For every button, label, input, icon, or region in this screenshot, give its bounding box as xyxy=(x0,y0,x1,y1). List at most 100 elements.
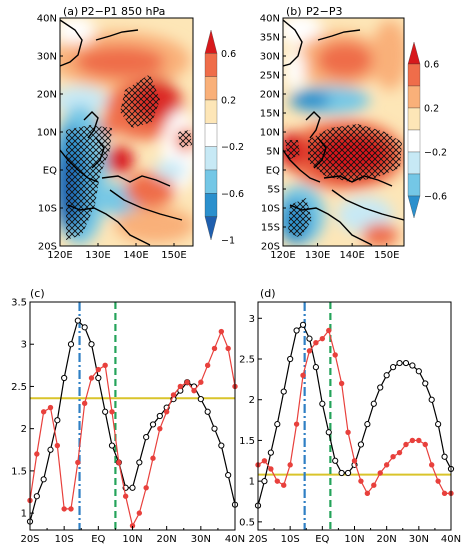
data-point xyxy=(312,364,319,371)
data-point xyxy=(54,442,61,449)
data-point xyxy=(163,409,170,415)
panel-a-label: (a) xyxy=(63,5,78,18)
data-point xyxy=(332,352,338,358)
map-ytick-label: 30N xyxy=(260,52,280,63)
xtick-label: 10S xyxy=(281,534,300,545)
ytick-label: 1 xyxy=(21,509,27,520)
xtick-label: 40N xyxy=(441,534,461,545)
data-point xyxy=(319,335,326,342)
data-point xyxy=(81,400,88,407)
map-ytick-label: 40N xyxy=(260,14,280,25)
data-point xyxy=(357,441,365,448)
xtick-label: 20N xyxy=(377,534,397,545)
colorbar-swatch xyxy=(204,216,218,241)
data-point xyxy=(313,340,319,346)
map-xtick-label: 120E xyxy=(47,250,72,261)
map-ytick-label: 40N xyxy=(37,14,57,25)
data-point xyxy=(435,421,442,428)
data-point xyxy=(149,421,157,428)
data-point xyxy=(129,484,136,491)
colorbar-swatch xyxy=(204,76,218,101)
panel-b-coastline xyxy=(283,19,404,246)
data-point xyxy=(225,345,231,352)
data-point xyxy=(415,368,422,375)
data-point xyxy=(293,421,300,427)
data-point xyxy=(88,375,95,381)
data-point xyxy=(67,341,75,348)
panel-b-axes: 120E 130E 140E 150E 20S 15S 10S 5S EQ 5N 10N 15N 20N… xyxy=(260,14,400,262)
data-point xyxy=(281,482,287,488)
map-ytick-label: EQ xyxy=(266,166,280,177)
colorbar-swatch xyxy=(204,53,218,77)
data-point xyxy=(326,327,332,334)
data-point xyxy=(287,355,294,363)
colorbar-label: −0.6 xyxy=(221,189,244,200)
ytick-label: 3 xyxy=(249,314,255,325)
map-ytick-label: 20N xyxy=(260,90,280,101)
panel-b: 120E 130E 140E 150E 20S 15S 10S 5S EQ 5N 10N 15N 20N… xyxy=(260,5,447,261)
plot-frame xyxy=(29,301,236,531)
panel-a-hatch-2 xyxy=(66,125,112,240)
panel-c-plot: 20S 10S EQ 10N 20N 30N 40N 1 1.5 2 2.5 3 3.5 xyxy=(11,298,245,546)
series-line xyxy=(257,323,452,506)
map-xtick-label: 140E xyxy=(339,250,364,261)
data-point xyxy=(102,408,109,415)
data-point xyxy=(274,421,281,428)
xtick-label: EQ xyxy=(315,534,329,545)
panel-d-plot: 20S 10S EQ 10N 20N 30N 40N 0.5 1 1.5 2 2.5 3 xyxy=(239,301,461,545)
data-point xyxy=(88,341,95,348)
panel-c-label: (c) xyxy=(30,287,45,300)
panel-b-field xyxy=(283,18,404,246)
colorbar-label: 0.6 xyxy=(424,60,439,71)
data-point xyxy=(364,421,371,428)
colorbar-swatch xyxy=(407,195,421,219)
data-point xyxy=(116,459,122,466)
colorbar-swatch xyxy=(407,63,421,87)
ytick-label: 2 xyxy=(249,395,255,406)
data-point xyxy=(191,387,197,394)
series-line xyxy=(29,319,236,522)
map-xtick-label: 130E xyxy=(85,250,110,261)
data-point xyxy=(54,417,61,424)
colorbar-swatch xyxy=(407,107,421,131)
data-point xyxy=(280,388,287,395)
data-point xyxy=(364,490,371,497)
data-point xyxy=(441,453,448,460)
data-point xyxy=(204,408,211,415)
data-point xyxy=(61,374,68,382)
data-point xyxy=(170,392,177,398)
ytick-label: 2 xyxy=(21,424,27,435)
data-point xyxy=(383,372,390,379)
map-ytick-label: 10N xyxy=(260,128,280,139)
data-point xyxy=(325,429,332,436)
data-point xyxy=(122,493,129,499)
data-point xyxy=(351,458,358,464)
data-point xyxy=(319,400,326,407)
data-point xyxy=(81,324,88,331)
data-point xyxy=(184,379,190,385)
colorbar-swatch xyxy=(204,169,218,194)
xtick-label: 30N xyxy=(409,534,429,545)
xtick-label: 10N xyxy=(122,534,142,545)
map-xtick-label: 120E xyxy=(270,250,295,261)
map-ytick-label: 20N xyxy=(37,90,57,101)
data-point xyxy=(75,459,81,466)
panel-a-hatch-1 xyxy=(120,74,160,128)
map-ytick-label: 20S xyxy=(261,242,280,253)
data-point xyxy=(47,446,54,453)
data-point xyxy=(218,328,225,335)
map-ytick-label: 15N xyxy=(260,109,280,120)
data-point xyxy=(197,396,204,403)
data-point xyxy=(40,476,47,483)
data-point xyxy=(261,458,268,464)
data-point xyxy=(370,400,377,407)
panel-a-colorbar: 0.6 0.2 −0.2 −0.6 −1 xyxy=(204,29,244,247)
colorbar-label: −0.2 xyxy=(424,148,447,159)
data-point xyxy=(47,404,54,411)
data-point xyxy=(377,470,383,476)
panel-b-hatch-3 xyxy=(288,198,312,238)
data-point xyxy=(306,348,313,354)
map-ytick-label: 10S xyxy=(261,204,280,215)
panel-b-title: P2−P3 xyxy=(306,5,342,18)
